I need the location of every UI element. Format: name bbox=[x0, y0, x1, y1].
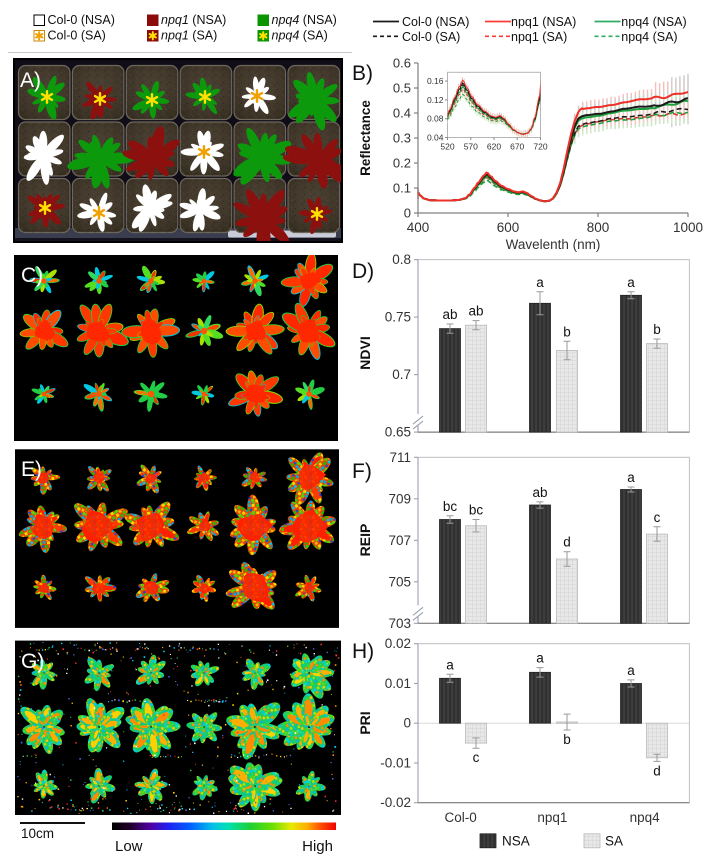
svg-text:0.3: 0.3 bbox=[393, 131, 411, 146]
svg-text:npq1 (NSA): npq1 (NSA) bbox=[161, 13, 226, 27]
svg-text:NDVI: NDVI bbox=[357, 336, 373, 369]
svg-text:Col-0: Col-0 bbox=[444, 810, 476, 825]
svg-text:703: 703 bbox=[388, 616, 411, 631]
svg-text:ab: ab bbox=[442, 307, 457, 322]
svg-text:bc: bc bbox=[443, 499, 458, 514]
svg-text:npq4 (NSA): npq4 (NSA) bbox=[272, 13, 337, 27]
svg-text:0.65: 0.65 bbox=[385, 425, 411, 440]
svg-text:Wavelenth (nm): Wavelenth (nm) bbox=[506, 237, 601, 252]
svg-text:C): C) bbox=[21, 264, 43, 287]
svg-text:B): B) bbox=[352, 62, 373, 85]
svg-text:0.4: 0.4 bbox=[393, 106, 411, 121]
svg-text:620: 620 bbox=[487, 142, 501, 152]
svg-text:1000: 1000 bbox=[673, 220, 703, 235]
svg-text:-0.01: -0.01 bbox=[380, 756, 411, 771]
svg-text:Low: Low bbox=[115, 838, 143, 854]
svg-text:0: 0 bbox=[404, 206, 411, 221]
svg-text:705: 705 bbox=[388, 574, 411, 589]
svg-text:b: b bbox=[563, 732, 571, 747]
svg-text:0.02: 0.02 bbox=[385, 636, 411, 651]
svg-text:0.1: 0.1 bbox=[393, 181, 411, 196]
svg-text:709: 709 bbox=[388, 491, 411, 506]
svg-text:bc: bc bbox=[469, 503, 484, 518]
svg-text:0.5: 0.5 bbox=[393, 81, 411, 96]
svg-text:H): H) bbox=[352, 640, 374, 663]
svg-text:0.8: 0.8 bbox=[392, 252, 411, 267]
svg-text:npq4 (SA): npq4 (SA) bbox=[272, 29, 328, 43]
svg-text:b: b bbox=[653, 322, 661, 337]
svg-text:F): F) bbox=[352, 460, 372, 483]
svg-text:Col-0 (NSA): Col-0 (NSA) bbox=[402, 15, 469, 29]
svg-text:0.01: 0.01 bbox=[385, 676, 411, 691]
svg-text:npq4 (NSA): npq4 (NSA) bbox=[621, 15, 686, 29]
svg-text:0.2: 0.2 bbox=[393, 156, 411, 171]
svg-text:npq4: npq4 bbox=[630, 810, 661, 825]
svg-text:d: d bbox=[653, 763, 661, 778]
svg-text:npq4 (SA): npq4 (SA) bbox=[621, 30, 677, 44]
svg-text:Reflectance: Reflectance bbox=[358, 100, 373, 176]
svg-text:711: 711 bbox=[389, 450, 411, 465]
svg-text:ab: ab bbox=[468, 304, 483, 319]
svg-text:-0.02: -0.02 bbox=[380, 795, 411, 810]
svg-text:G): G) bbox=[21, 650, 44, 673]
svg-text:NSA: NSA bbox=[502, 834, 530, 849]
svg-text:b: b bbox=[563, 324, 571, 339]
svg-text:D): D) bbox=[352, 260, 374, 283]
svg-text:0.08: 0.08 bbox=[427, 114, 444, 124]
svg-text:0.7: 0.7 bbox=[392, 367, 411, 382]
svg-text:a: a bbox=[627, 470, 635, 485]
svg-text:10cm: 10cm bbox=[21, 826, 54, 841]
svg-text:0.6: 0.6 bbox=[393, 56, 411, 71]
svg-text:c: c bbox=[654, 510, 661, 525]
svg-text:Col-0 (NSA): Col-0 (NSA) bbox=[48, 13, 115, 27]
svg-text:0.12: 0.12 bbox=[427, 95, 444, 105]
svg-text:c: c bbox=[473, 750, 480, 765]
svg-text:800: 800 bbox=[587, 220, 610, 235]
svg-text:570: 570 bbox=[464, 142, 478, 152]
svg-text:a: a bbox=[536, 651, 544, 666]
svg-text:520: 520 bbox=[440, 142, 454, 152]
svg-text:720: 720 bbox=[533, 142, 547, 152]
svg-text:670: 670 bbox=[510, 142, 524, 152]
svg-text:Col-0 (SA): Col-0 (SA) bbox=[402, 30, 460, 44]
svg-text:High: High bbox=[302, 838, 333, 854]
svg-text:707: 707 bbox=[388, 533, 411, 548]
svg-text:d: d bbox=[563, 535, 571, 550]
svg-text:0.75: 0.75 bbox=[385, 310, 411, 325]
svg-text:REIP: REIP bbox=[357, 524, 373, 557]
svg-text:a: a bbox=[536, 275, 544, 290]
svg-text:400: 400 bbox=[407, 220, 430, 235]
svg-text:npq1 (SA): npq1 (SA) bbox=[511, 30, 567, 44]
svg-text:a: a bbox=[627, 663, 635, 678]
svg-text:0: 0 bbox=[403, 716, 411, 731]
svg-text:0.04: 0.04 bbox=[427, 133, 444, 143]
svg-text:a: a bbox=[446, 657, 454, 672]
svg-text:E): E) bbox=[21, 458, 42, 481]
svg-text:Col-0 (SA): Col-0 (SA) bbox=[48, 29, 106, 43]
svg-text:npq1: npq1 bbox=[537, 810, 567, 825]
svg-text:npq1 (SA): npq1 (SA) bbox=[161, 29, 217, 43]
svg-text:600: 600 bbox=[497, 220, 520, 235]
svg-text:0.16: 0.16 bbox=[427, 76, 444, 86]
svg-text:ab: ab bbox=[532, 485, 547, 500]
svg-text:a: a bbox=[627, 275, 635, 290]
svg-text:npq1 (NSA): npq1 (NSA) bbox=[511, 15, 576, 29]
svg-text:A): A) bbox=[20, 69, 41, 92]
svg-text:PRI: PRI bbox=[357, 711, 373, 734]
svg-text:SA: SA bbox=[605, 834, 623, 849]
